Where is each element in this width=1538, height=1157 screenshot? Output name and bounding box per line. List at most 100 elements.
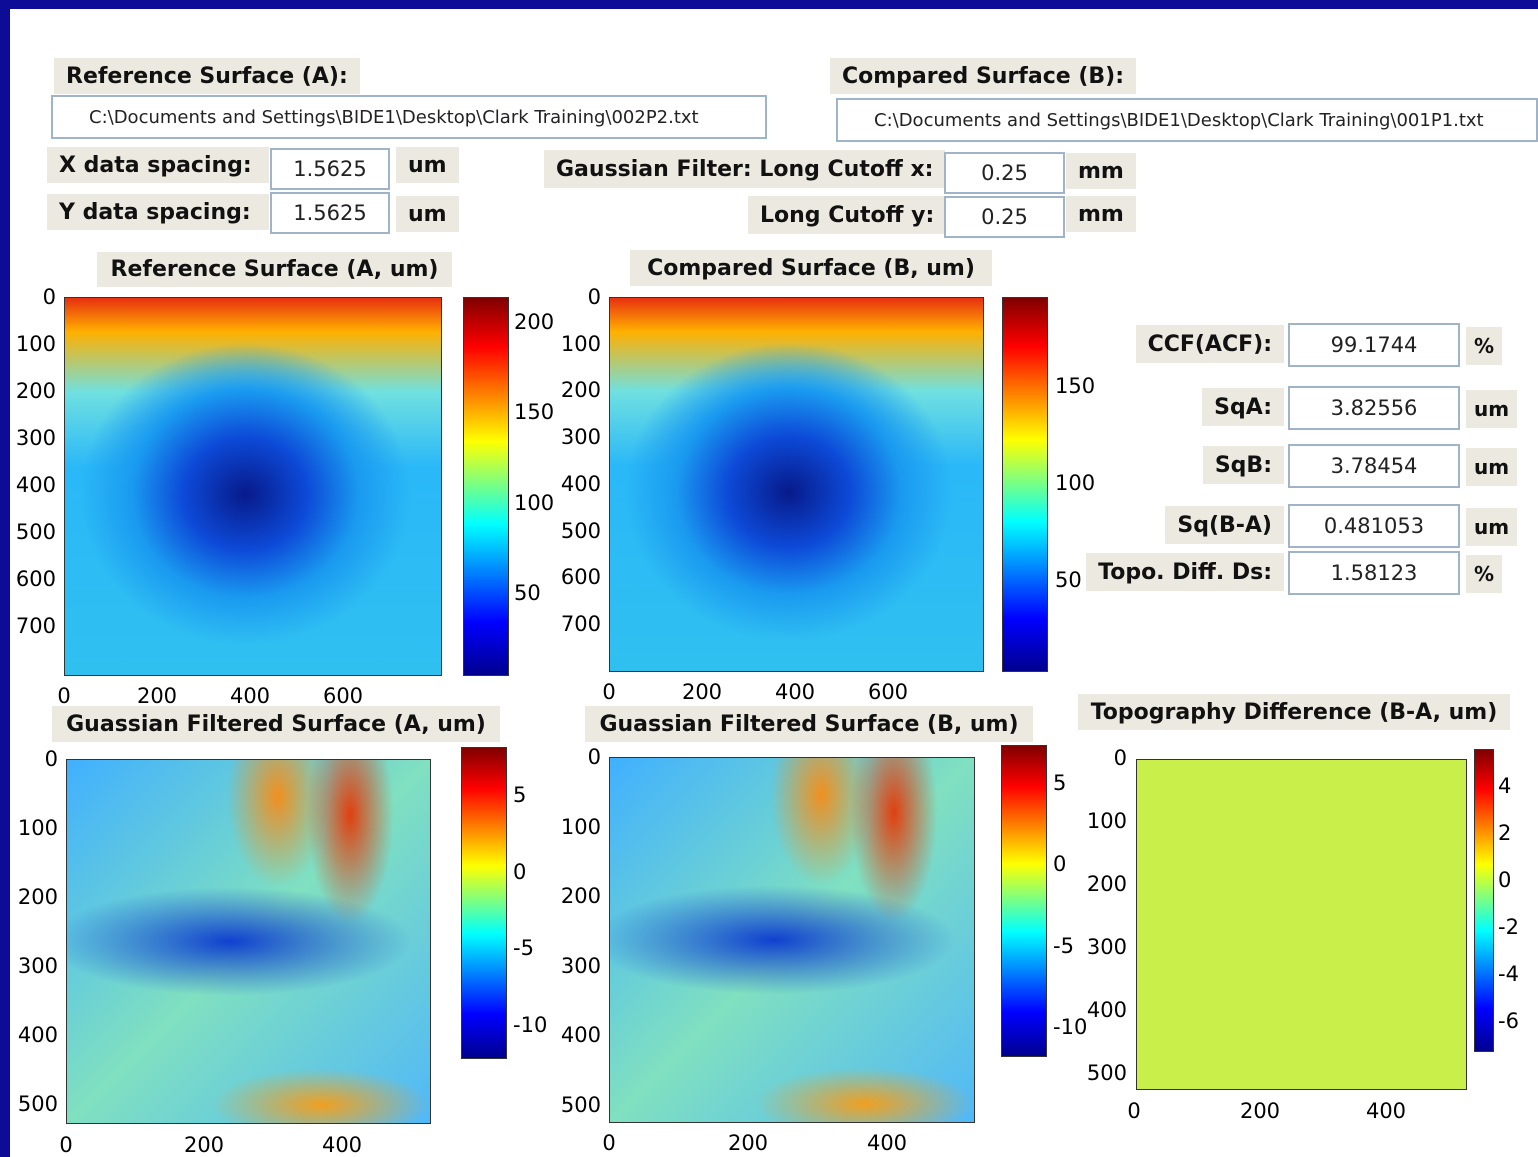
file-path[interactable]: C:\Documents and Settings\BIDE1\Desktop\… xyxy=(51,95,767,139)
label: Long Cutoff y: xyxy=(748,196,947,234)
y-tick-label: 100 xyxy=(560,814,601,839)
plot-title: Reference Surface (A, um) xyxy=(97,252,452,287)
result-unit: % xyxy=(1466,327,1503,365)
y-tick-label: 400 xyxy=(15,473,56,497)
input[interactable]: 0.25 xyxy=(944,152,1065,194)
result-unit: um xyxy=(1466,390,1518,428)
result-unit: % xyxy=(1466,555,1503,593)
unit: um xyxy=(396,196,459,232)
result-label: CCF(ACF): xyxy=(1135,325,1284,363)
result-value[interactable]: 1.58123 xyxy=(1288,551,1460,595)
y-tick-label: 300 xyxy=(560,953,601,978)
x-tick-label: 200 xyxy=(136,684,178,708)
label: Reference Surface (A): xyxy=(54,58,360,94)
y-tick-label: 300 xyxy=(1086,935,1127,959)
heatmap xyxy=(1136,759,1467,1090)
colorbar-tick-label: -10 xyxy=(513,1013,548,1037)
y-tick-label: 500 xyxy=(1086,1061,1127,1085)
result-value[interactable]: 99.1744 xyxy=(1288,323,1460,367)
x-tick-label: 0 xyxy=(57,684,71,708)
result-label: Topo. Diff. Ds: xyxy=(1086,553,1284,591)
y-tick-label: 600 xyxy=(560,565,601,590)
colorbar-tick-label: 150 xyxy=(1055,374,1096,398)
x-tick-label: 200 xyxy=(727,1131,769,1155)
y-tick-label: 400 xyxy=(560,471,601,496)
colorbar-tick-label: 150 xyxy=(514,400,555,424)
colorbar-tick-label: 5 xyxy=(1053,770,1067,795)
label: Gaussian Filter: Long Cutoff x: xyxy=(544,150,946,188)
input[interactable]: 1.5625 xyxy=(270,148,390,190)
y-tick-label: 300 xyxy=(560,425,601,450)
y-tick-label: 100 xyxy=(560,331,601,356)
y-tick-label: 200 xyxy=(17,885,58,909)
colorbar-tick-label: 200 xyxy=(514,309,555,334)
result-unit: um xyxy=(1466,448,1518,486)
colorbar xyxy=(1474,749,1494,1052)
colorbar-tick-label: 100 xyxy=(514,490,555,515)
colorbar xyxy=(463,297,509,676)
x-tick-label: 400 xyxy=(866,1131,908,1155)
colorbar-tick-label: 2 xyxy=(1498,821,1512,845)
colorbar-tick-label: -5 xyxy=(513,936,534,961)
heatmap xyxy=(609,297,984,672)
y-tick-label: 100 xyxy=(1086,809,1127,833)
x-tick-label: 200 xyxy=(681,680,723,704)
y-tick-label: 0 xyxy=(587,285,601,309)
x-tick-label: 200 xyxy=(1239,1099,1281,1123)
colorbar-tick-label: -4 xyxy=(1498,962,1519,986)
y-tick-label: 500 xyxy=(15,520,56,544)
y-tick-label: 200 xyxy=(560,378,601,403)
y-tick-label: 400 xyxy=(560,1023,601,1047)
unit: mm xyxy=(1066,196,1136,232)
result-value[interactable]: 0.481053 xyxy=(1288,504,1460,548)
y-tick-label: 400 xyxy=(17,1023,58,1047)
y-tick-label: 700 xyxy=(15,614,56,638)
y-tick-label: 500 xyxy=(17,1092,58,1116)
x-tick-label: 0 xyxy=(602,680,616,704)
x-tick-label: 600 xyxy=(322,684,364,708)
result-label: Sq(B-A) xyxy=(1165,506,1284,544)
result-unit: um xyxy=(1466,508,1518,546)
y-tick-label: 0 xyxy=(587,745,601,769)
y-tick-label: 500 xyxy=(560,518,601,543)
result-value[interactable]: 3.82556 xyxy=(1288,386,1460,430)
colorbar-tick-label: -5 xyxy=(1053,933,1074,958)
y-tick-label: 300 xyxy=(15,426,56,450)
x-tick-label: 0 xyxy=(602,1131,616,1155)
heatmap xyxy=(64,297,442,676)
heatmap xyxy=(609,757,975,1123)
colorbar xyxy=(1001,745,1047,1057)
plot-title: Compared Surface (B, um) xyxy=(630,250,992,286)
y-tick-label: 200 xyxy=(15,379,56,403)
y-tick-label: 500 xyxy=(560,1092,601,1117)
colorbar-tick-label: 5 xyxy=(513,782,527,807)
label: Y data spacing: xyxy=(47,194,269,230)
colorbar-tick-label: 0 xyxy=(1053,852,1067,876)
colorbar xyxy=(461,747,507,1059)
x-tick-label: 600 xyxy=(867,680,909,704)
y-tick-label: 700 xyxy=(560,611,601,636)
label: Compared Surface (B): xyxy=(830,58,1137,94)
colorbar-tick-label: 50 xyxy=(514,581,541,605)
y-tick-label: 200 xyxy=(1086,872,1127,896)
colorbar-tick-label: 4 xyxy=(1498,774,1512,798)
y-tick-label: 400 xyxy=(1086,998,1127,1022)
y-tick-label: 300 xyxy=(17,954,58,978)
file-path[interactable]: C:\Documents and Settings\BIDE1\Desktop\… xyxy=(836,98,1538,142)
colorbar-tick-label: 50 xyxy=(1055,568,1082,592)
result-value[interactable]: 3.78454 xyxy=(1288,444,1460,488)
plot-title: Guassian Filtered Surface (A, um) xyxy=(52,706,500,742)
x-tick-label: 0 xyxy=(1127,1099,1141,1123)
input[interactable]: 0.25 xyxy=(944,196,1065,238)
x-tick-label: 0 xyxy=(59,1133,73,1157)
input[interactable]: 1.5625 xyxy=(270,192,390,234)
plot-title: Guassian Filtered Surface (B, um) xyxy=(585,706,1033,742)
colorbar-tick-label: 100 xyxy=(1055,471,1096,495)
x-tick-label: 400 xyxy=(774,680,816,704)
colorbar-tick-label: -2 xyxy=(1498,915,1519,939)
x-tick-label: 200 xyxy=(183,1133,225,1157)
y-tick-label: 0 xyxy=(44,747,58,771)
result-label: SqA: xyxy=(1202,388,1284,426)
unit: um xyxy=(396,147,459,183)
